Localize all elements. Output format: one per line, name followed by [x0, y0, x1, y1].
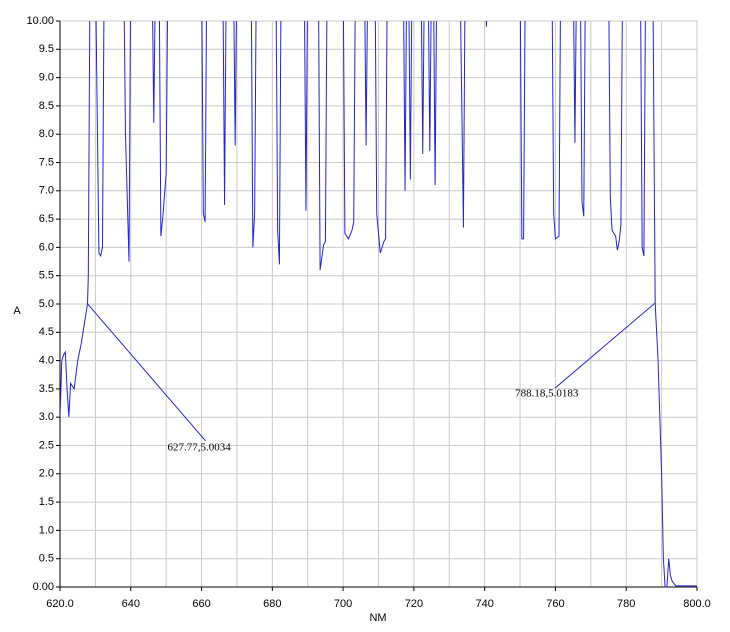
x-tick-label: 760 [546, 598, 564, 610]
annotation-label: 627.77,5.0034 [167, 441, 231, 453]
annotation-line [87, 303, 206, 442]
y-tick-label: 8.5 [39, 100, 54, 112]
y-tick-label: 4.0 [39, 355, 54, 367]
x-tick-label: 640 [122, 598, 140, 610]
y-tick-label: 5.5 [39, 270, 54, 282]
y-tick-label: 3.5 [39, 383, 54, 395]
annotation-label: 788.18,5.0183 [515, 387, 579, 399]
x-tick-label: 740 [475, 598, 493, 610]
y-tick-label: 9.0 [39, 72, 54, 84]
y-axis-label: A [13, 305, 21, 317]
data-line [60, 21, 697, 587]
y-tick-label: 6.0 [39, 241, 54, 253]
x-tick-label: 700 [334, 598, 352, 610]
y-tick-label: 2.0 [39, 468, 54, 480]
y-tick-label: 1.0 [39, 524, 54, 536]
y-tick-label: 7.0 [39, 185, 54, 197]
x-tick-label: 780 [617, 598, 635, 610]
y-tick-label: 0.5 [39, 553, 54, 565]
y-tick-label: 10.00 [26, 15, 54, 27]
y-tick-label: 4.5 [39, 326, 54, 338]
y-tick-label: 8.0 [39, 128, 54, 140]
y-tick-label: 7.5 [39, 156, 54, 168]
x-tick-label: 800.0 [683, 598, 711, 610]
x-tick-label: 620.0 [46, 598, 74, 610]
y-tick-label: 3.0 [39, 411, 54, 423]
y-tick-label: 0.00 [33, 581, 54, 593]
y-tick-label: 2.5 [39, 439, 54, 451]
x-tick-label: 680 [263, 598, 281, 610]
annotation-line [554, 302, 656, 389]
x-tick-label: 660 [192, 598, 210, 610]
y-tick-label: 5.0 [39, 298, 54, 310]
y-tick-label: 6.5 [39, 213, 54, 225]
y-tick-label: 1.5 [39, 496, 54, 508]
y-tick-label: 9.5 [39, 43, 54, 55]
x-axis-label: NM [369, 612, 386, 624]
x-tick-label: 720 [405, 598, 423, 610]
